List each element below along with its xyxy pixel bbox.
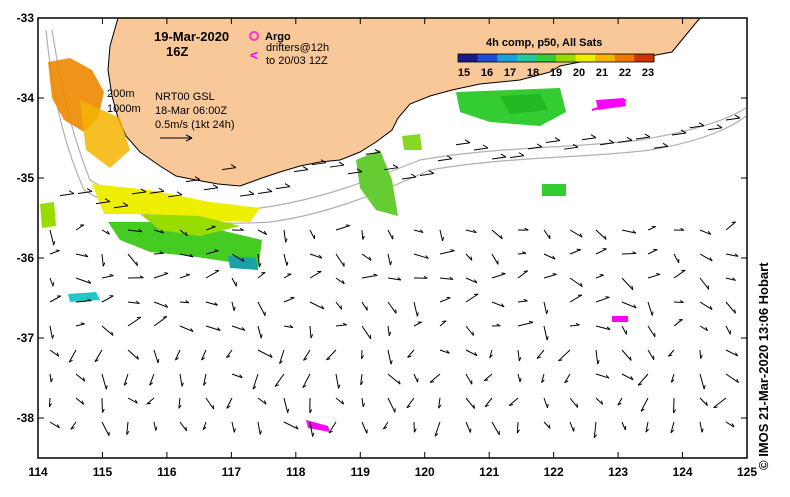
lon-tick-label: 121 xyxy=(479,465,499,479)
lat-tick-label: -38 xyxy=(17,411,35,425)
lon-tick-label: 116 xyxy=(157,465,177,479)
lon-tick-label: 117 xyxy=(222,465,242,479)
map-date: 19-Mar-2020 xyxy=(154,29,229,44)
map-hour: 16Z xyxy=(166,44,188,59)
current-vector-head xyxy=(341,305,342,309)
current-vector-head xyxy=(186,274,190,275)
current-vector-head xyxy=(708,285,709,289)
current-vector-head xyxy=(211,226,215,227)
sla-time-label: 18-Mar 06:00Z xyxy=(155,105,227,117)
colorbar-cell xyxy=(576,54,596,62)
colorbar-tick-label: 16 xyxy=(481,67,493,79)
lon-tick-label: 118 xyxy=(286,465,306,479)
lon-tick-label: 115 xyxy=(93,465,113,479)
current-vector-head xyxy=(261,272,265,273)
current-vector-head xyxy=(577,404,578,408)
sst-patch-cyan-2 xyxy=(228,256,258,270)
lon-tick-label: 114 xyxy=(28,465,48,479)
colorbar-cell xyxy=(556,54,576,62)
current-vector-head xyxy=(714,407,718,408)
colorbar-tick-label: 20 xyxy=(573,67,585,79)
drifter-icon: < xyxy=(250,47,258,63)
colorbar-cell xyxy=(634,54,654,62)
current-vector-head xyxy=(574,427,575,431)
current-vector xyxy=(700,350,701,359)
current-vector-head xyxy=(56,250,60,251)
current-vector-head xyxy=(474,405,475,409)
lat-tick-label: -33 xyxy=(17,11,35,25)
lon-tick-label: 124 xyxy=(673,465,693,479)
current-vector-head xyxy=(501,273,505,274)
lat-tick-label: -35 xyxy=(17,171,35,185)
sst-patch-left-edge xyxy=(40,202,56,228)
sst-patch-small-2 xyxy=(542,184,566,196)
isobath-1000-label: 1000m xyxy=(107,103,141,115)
sst-patch-magenta-1 xyxy=(612,316,628,322)
current-vector-head xyxy=(547,404,548,408)
lon-tick-label: 122 xyxy=(544,465,564,479)
vector-scale-label: 0.5m/s (1kt 24h) xyxy=(155,119,234,131)
lon-tick-label: 120 xyxy=(415,465,435,479)
isobath-200-label: 200m xyxy=(107,88,135,100)
current-vector-head xyxy=(524,271,528,272)
current-vector-head xyxy=(679,319,683,320)
current-vector-head xyxy=(137,262,138,266)
lat-tick-label: -37 xyxy=(17,331,35,345)
colorbar-cell xyxy=(536,54,556,62)
lat-tick-label: -34 xyxy=(17,91,35,105)
current-vector-head xyxy=(186,427,187,431)
current-vector xyxy=(154,253,164,254)
colorbar-tick-label: 18 xyxy=(527,67,539,79)
sst-patch-small-1 xyxy=(402,134,422,150)
colorbar-tick-label: 21 xyxy=(596,67,608,79)
colorbar-cell xyxy=(517,54,537,62)
colorbar-tick-label: 19 xyxy=(550,67,562,79)
current-vector-head xyxy=(600,275,604,276)
credit-text: © IMOS 21-Mar-2020 13:06 Hobart xyxy=(756,262,771,470)
sla-source-label: NRT00 GSL xyxy=(155,91,215,103)
colorbar-cell xyxy=(615,54,635,62)
current-vector-head xyxy=(163,317,167,318)
map-plot-area xyxy=(38,18,747,458)
colorbar-tick-label: 22 xyxy=(619,67,631,79)
lat-tick-label: -36 xyxy=(17,251,35,265)
colorbar-title: 4h comp, p50, All Sats xyxy=(486,37,602,49)
lon-tick-label: 123 xyxy=(608,465,628,479)
colorbar-tick-label: 23 xyxy=(642,67,654,79)
current-vector-head xyxy=(53,282,54,286)
drifters-label-line1: drifters@12h xyxy=(266,42,329,54)
colorbar-cell xyxy=(497,54,517,62)
colorbar-cells xyxy=(458,54,655,62)
current-vector-head xyxy=(473,332,474,336)
colorbar-cell xyxy=(595,54,615,62)
current-vector-head xyxy=(605,297,609,298)
lon-tick-label: 119 xyxy=(351,465,371,479)
current-vector xyxy=(518,253,526,254)
colorbar-cell xyxy=(478,54,498,62)
colorbar-tick-label: 17 xyxy=(504,67,516,79)
lon-tick-label: 125 xyxy=(737,465,757,479)
drifters-label-line2: to 20/03 12Z xyxy=(266,55,328,67)
colorbar-tick-label: 15 xyxy=(458,67,470,79)
colorbar-cell xyxy=(458,54,478,62)
colorbar-ticks: 15 16 17 18 19 20 21 22 23 xyxy=(458,67,654,79)
